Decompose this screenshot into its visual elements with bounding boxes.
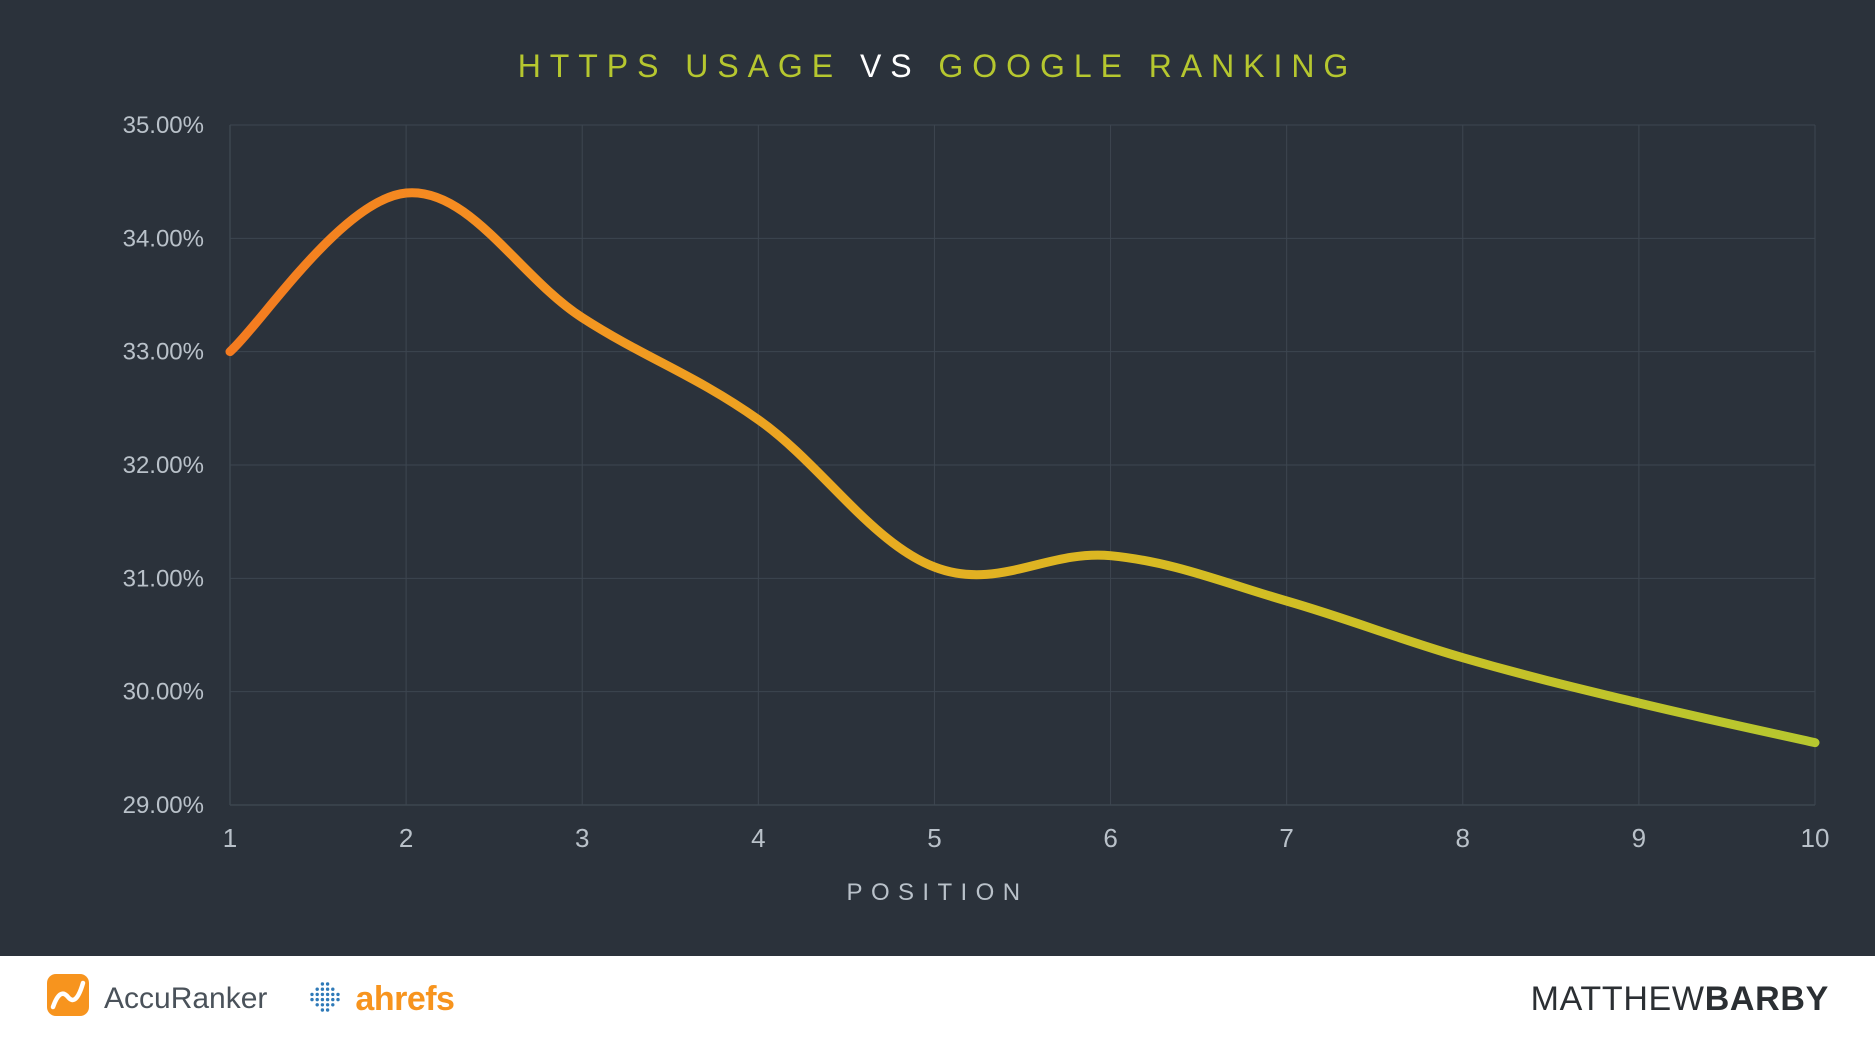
x-tick-label: 3 — [575, 823, 589, 853]
x-tick-label: 2 — [399, 823, 413, 853]
y-tick-label: 32.00% — [123, 452, 204, 479]
series-line — [230, 193, 1815, 743]
title-part1: HTTPS USAGE — [518, 48, 842, 84]
author-first: MATTHEW — [1531, 980, 1705, 1018]
y-tick-label: 30.00% — [123, 679, 204, 706]
x-tick-label: 8 — [1456, 823, 1470, 853]
line-chart: 29.00% 30.00% 31.00% 32.00% 33.00% 34.00% 35.0… — [0, 85, 1875, 865]
x-tick-label: 4 — [751, 823, 765, 853]
author-last: BARBY — [1705, 980, 1829, 1018]
y-tick-label: 29.00% — [123, 792, 204, 819]
footer: AccuRanker ahrefs MATTHEWBARBY — [0, 956, 1875, 1042]
y-tick-label: 35.00% — [123, 112, 204, 139]
title-part2: GOOGLE RANKING — [938, 48, 1357, 84]
x-tick-label: 6 — [1103, 823, 1117, 853]
brand-accuranker: AccuRanker — [46, 973, 267, 1025]
footer-author: MATTHEWBARBY — [1531, 980, 1829, 1019]
y-tick-label: 33.00% — [123, 339, 204, 366]
x-tick-label: 9 — [1632, 823, 1646, 853]
accuranker-label: AccuRanker — [104, 982, 267, 1016]
footer-left: AccuRanker ahrefs — [46, 973, 454, 1025]
accuranker-icon — [46, 973, 90, 1025]
x-axis-title: POSITION — [0, 865, 1875, 957]
x-tick-label: 7 — [1279, 823, 1293, 853]
x-tick-label: 10 — [1801, 823, 1830, 853]
chart-area: HTTPS USAGE VS GOOGLE RANKING 29.00% 30.0… — [0, 0, 1875, 956]
title-mid: VS — [860, 48, 921, 84]
x-tick-label: 1 — [223, 823, 237, 853]
ahrefs-icon — [307, 979, 343, 1020]
ahrefs-label: ahrefs — [355, 980, 454, 1019]
y-tick-label: 34.00% — [123, 225, 204, 252]
x-tick-label: 5 — [927, 823, 941, 853]
y-tick-label: 31.00% — [123, 565, 204, 592]
brand-ahrefs: ahrefs — [307, 979, 454, 1020]
chart-title: HTTPS USAGE VS GOOGLE RANKING — [0, 0, 1875, 85]
